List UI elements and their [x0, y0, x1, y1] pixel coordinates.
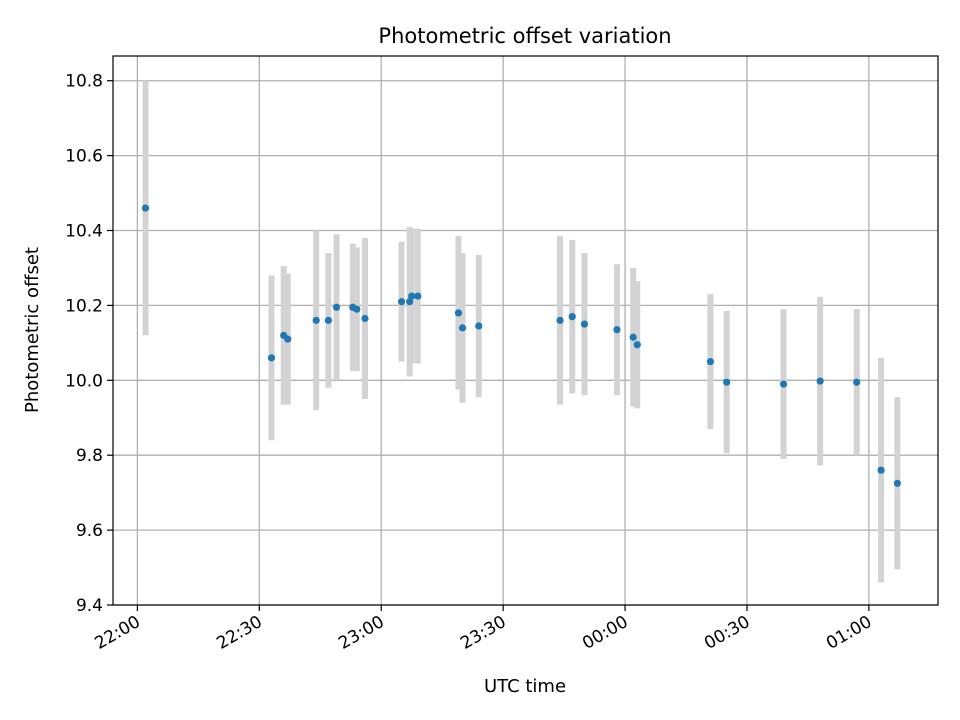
y-tick-label: 10.6 — [65, 147, 103, 167]
data-point — [853, 378, 861, 386]
data-point — [332, 303, 341, 311]
data-point — [629, 333, 637, 341]
data-point — [141, 204, 150, 212]
grid-lines — [113, 56, 938, 606]
data-point — [458, 324, 467, 332]
data-point — [877, 466, 885, 474]
y-tick-label: 10.2 — [65, 296, 103, 316]
data-point — [267, 354, 276, 362]
x-axis-label: UTC time — [484, 676, 566, 697]
data-point — [454, 309, 463, 317]
data-point — [633, 341, 641, 349]
data-point — [284, 335, 292, 343]
data-point — [408, 292, 416, 300]
data-point — [397, 298, 406, 306]
data-point — [723, 378, 731, 386]
data-point — [406, 298, 414, 306]
data-point — [556, 316, 564, 324]
y-axis-ticks: 9.4 9.6 9.8 10.0 10.2 10.4 10.6 10.8 — [65, 72, 113, 616]
data-point — [568, 313, 576, 321]
data-point — [353, 305, 361, 313]
data-points — [141, 204, 901, 487]
y-tick-label: 10.0 — [65, 371, 103, 391]
data-point — [706, 357, 715, 366]
y-tick-label: 10.4 — [65, 222, 103, 242]
y-tick-label: 9.4 — [76, 596, 103, 616]
data-point — [361, 314, 369, 323]
data-point — [580, 320, 589, 328]
data-point — [312, 316, 320, 324]
chart-title: Photometric offset variation — [378, 24, 671, 48]
y-tick-label: 10.8 — [65, 72, 103, 92]
plot-frame — [112, 55, 939, 606]
data-point — [779, 380, 788, 388]
data-point — [816, 377, 824, 385]
data-point — [893, 479, 901, 487]
data-point — [475, 322, 483, 330]
data-point — [324, 316, 332, 324]
y-tick-label: 9.8 — [76, 446, 103, 466]
data-point — [613, 326, 621, 334]
y-axis-label: Photometric offset — [22, 247, 43, 413]
data-point — [414, 292, 422, 300]
y-tick-label: 9.6 — [76, 521, 103, 541]
